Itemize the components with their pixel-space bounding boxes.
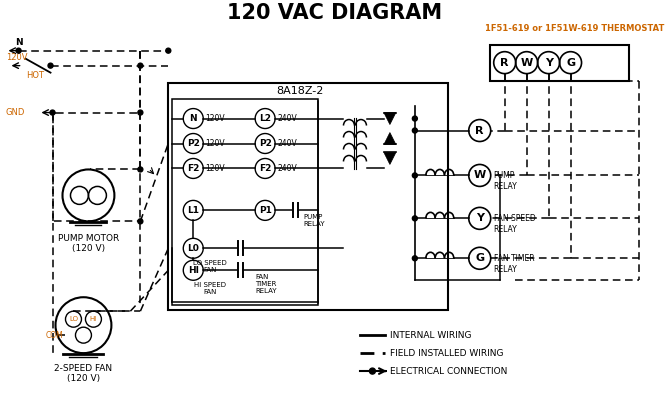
Polygon shape <box>384 132 396 145</box>
Text: HI SPEED
FAN: HI SPEED FAN <box>194 282 226 295</box>
Text: F2: F2 <box>259 164 271 173</box>
Circle shape <box>138 63 143 68</box>
Text: R: R <box>500 58 509 67</box>
Text: (120 V): (120 V) <box>67 374 100 383</box>
Text: L2: L2 <box>259 114 271 123</box>
Circle shape <box>412 173 417 178</box>
Text: R: R <box>476 126 484 135</box>
Text: W: W <box>521 58 533 67</box>
Text: (120 V): (120 V) <box>72 244 105 253</box>
Text: 120V: 120V <box>205 114 225 123</box>
Text: 120V: 120V <box>205 139 225 148</box>
Text: HOT: HOT <box>27 71 44 80</box>
Circle shape <box>48 63 53 68</box>
Text: 1F51-619 or 1F51W-619 THERMOSTAT: 1F51-619 or 1F51W-619 THERMOSTAT <box>485 24 665 33</box>
Text: F2: F2 <box>187 164 200 173</box>
Text: ELECTRICAL CONNECTION: ELECTRICAL CONNECTION <box>390 367 507 375</box>
Text: 240V: 240V <box>277 164 297 173</box>
Circle shape <box>138 167 143 172</box>
Text: N: N <box>190 114 197 123</box>
Text: P1: P1 <box>259 206 271 215</box>
Text: PUMP
RELAY: PUMP RELAY <box>494 171 517 191</box>
Text: INTERNAL WIRING: INTERNAL WIRING <box>390 331 472 340</box>
Text: GND: GND <box>5 108 25 117</box>
Text: 120V: 120V <box>205 164 225 173</box>
Text: LO SPEED
FAN: LO SPEED FAN <box>194 260 227 273</box>
Circle shape <box>412 216 417 221</box>
Text: P2: P2 <box>259 139 271 148</box>
Text: PUMP MOTOR: PUMP MOTOR <box>58 234 119 243</box>
Circle shape <box>50 110 55 115</box>
Text: PUMP
RELAY: PUMP RELAY <box>303 215 325 228</box>
Text: FAN
TIMER
RELAY: FAN TIMER RELAY <box>255 274 277 294</box>
Circle shape <box>412 256 417 261</box>
Text: L1: L1 <box>187 206 199 215</box>
Text: 2-SPEED FAN: 2-SPEED FAN <box>54 364 113 372</box>
Text: HI: HI <box>90 316 97 322</box>
Text: 240V: 240V <box>277 114 297 123</box>
Text: N: N <box>15 38 22 47</box>
Circle shape <box>412 116 417 121</box>
Circle shape <box>16 48 21 53</box>
Text: L0: L0 <box>188 244 199 253</box>
Text: LO: LO <box>69 316 78 322</box>
Circle shape <box>412 128 417 133</box>
Bar <box>490 45 629 80</box>
Text: G: G <box>475 253 484 263</box>
Text: P2: P2 <box>187 139 200 148</box>
Text: G: G <box>566 58 575 67</box>
Circle shape <box>138 110 143 115</box>
Text: Y: Y <box>476 213 484 223</box>
Circle shape <box>138 219 143 224</box>
Text: HI: HI <box>188 266 199 275</box>
Bar <box>172 98 318 305</box>
Text: 8A18Z-2: 8A18Z-2 <box>277 85 324 96</box>
Circle shape <box>165 48 171 53</box>
Polygon shape <box>384 153 396 165</box>
Circle shape <box>369 368 375 374</box>
Text: W: W <box>474 171 486 181</box>
Text: Y: Y <box>545 58 553 67</box>
Text: 120V: 120V <box>5 53 27 62</box>
Polygon shape <box>384 113 396 124</box>
Text: FAN SPEED
RELAY: FAN SPEED RELAY <box>494 215 535 234</box>
Bar <box>168 83 448 310</box>
Text: 120 VAC DIAGRAM: 120 VAC DIAGRAM <box>227 3 443 23</box>
Text: FIELD INSTALLED WIRING: FIELD INSTALLED WIRING <box>390 349 503 358</box>
Text: 240V: 240V <box>277 139 297 148</box>
Text: FAN TIMER
RELAY: FAN TIMER RELAY <box>494 254 535 274</box>
Text: COM: COM <box>46 331 64 340</box>
